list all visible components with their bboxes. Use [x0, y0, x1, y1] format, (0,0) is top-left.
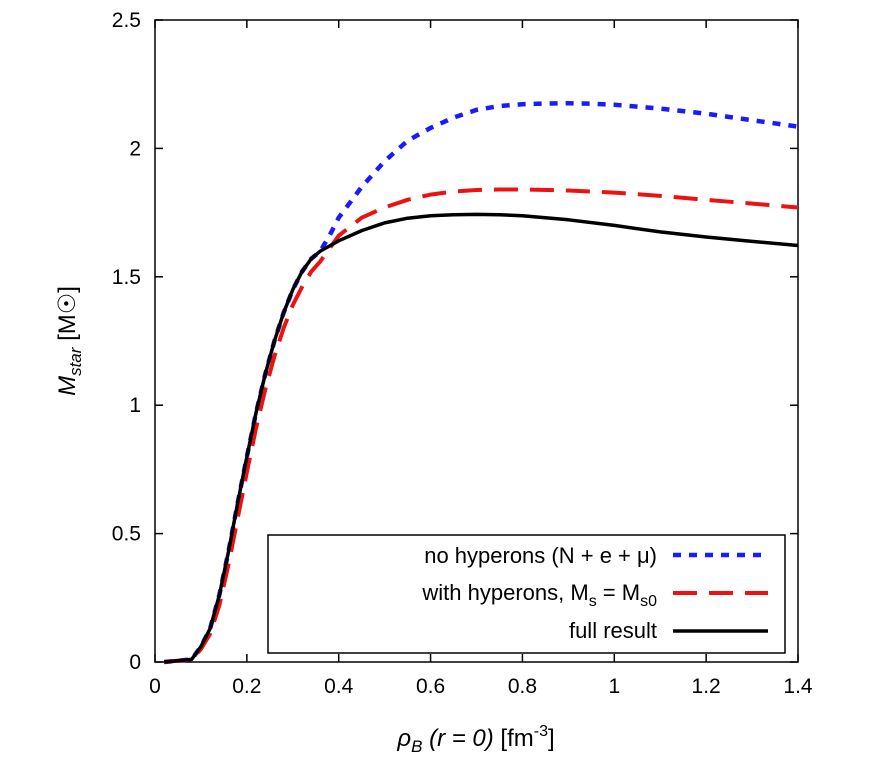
y-tick-label: 1: [129, 394, 141, 417]
x-tick-label: 0: [149, 675, 161, 698]
legend-label-no-hyperons: no hyperons (N + e + μ): [424, 543, 657, 568]
y-tick-label: 0: [129, 651, 141, 674]
legend-label-full-result: full result: [569, 618, 657, 643]
x-tick-label: 0.2: [232, 675, 261, 698]
legend-label-with-hyperons: with hyperons, Ms = Ms0: [421, 580, 657, 610]
x-axis-ticks: 0 0.2 0.4 0.6 0.8 1 1.2 1.4: [149, 20, 813, 698]
plot-frame: [154, 19, 799, 663]
y-axis-label: Mstar [M☉]: [54, 286, 85, 396]
x-tick-label: 1.2: [692, 675, 721, 698]
x-tick-label: 1: [608, 675, 620, 698]
x-tick-label: 0.4: [324, 675, 354, 698]
x-axis-label: ρB (r = 0) [fm-3]: [396, 723, 554, 756]
series-lines: [163, 100, 799, 665]
legend: no hyperons (N + e + μ) with hyperons, M…: [267, 534, 786, 654]
series-line-full-result: [164, 212, 799, 664]
y-tick-label: 0.5: [112, 523, 141, 546]
y-axis-ticks: 0 0.5 1 1.5 2 2.5: [112, 9, 798, 674]
x-tick-label: 0.8: [508, 675, 537, 698]
legend-box: [267, 534, 786, 654]
y-tick-label: 2: [129, 137, 141, 160]
y-tick-label: 2.5: [112, 9, 141, 32]
x-tick-label: 0.6: [416, 675, 445, 698]
y-tick-label: 1.5: [112, 266, 141, 289]
x-tick-label: 1.4: [783, 675, 813, 698]
